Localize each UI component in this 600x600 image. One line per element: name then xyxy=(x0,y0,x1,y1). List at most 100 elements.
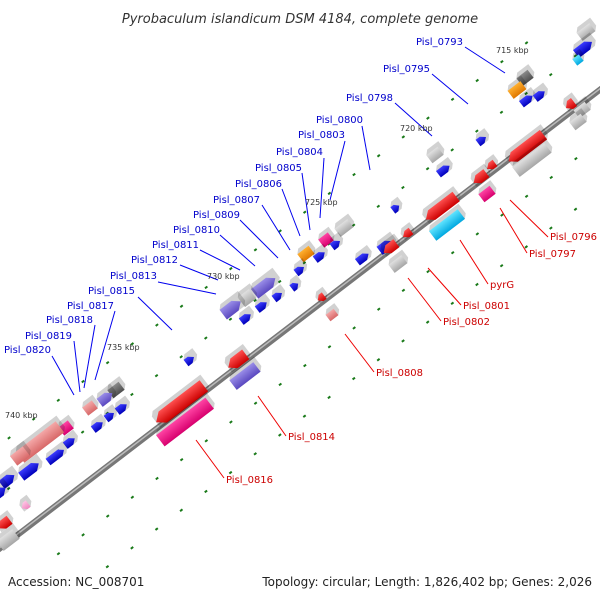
reverse-gene xyxy=(19,494,32,512)
gene-body xyxy=(403,227,414,238)
leader-line-forward xyxy=(51,355,75,396)
tick-mark xyxy=(524,91,528,96)
reverse-gene xyxy=(573,96,592,119)
forward-gene xyxy=(15,415,65,463)
tick-mark xyxy=(426,269,430,274)
gene-body xyxy=(566,97,578,109)
reverse-gene xyxy=(0,510,14,533)
gene-body xyxy=(21,500,31,510)
gene-label[interactable]: Pisl_0805 xyxy=(255,163,302,174)
tick-mark xyxy=(229,266,233,271)
forward-gene xyxy=(183,348,198,367)
gene-label[interactable]: Pisl_0801 xyxy=(463,301,510,312)
tick-mark xyxy=(352,326,356,330)
gene-label[interactable]: Pisl_0811 xyxy=(152,240,199,251)
tick-mark xyxy=(253,401,258,405)
tick-mark xyxy=(303,363,307,368)
forward-gene xyxy=(573,32,596,59)
gene-label[interactable]: Pisl_0813 xyxy=(110,271,157,282)
tick-mark xyxy=(426,116,430,120)
gene-label[interactable]: Pisl_0802 xyxy=(443,317,490,328)
tick-mark xyxy=(179,304,184,308)
tick-mark xyxy=(6,486,11,491)
tick-mark xyxy=(253,248,258,252)
forward-gene xyxy=(18,453,43,481)
forward-gene xyxy=(312,243,328,263)
gene-label[interactable]: pyrG xyxy=(490,280,514,291)
gene-body xyxy=(251,277,276,299)
gene-features xyxy=(0,17,597,551)
tick-mark xyxy=(401,339,405,343)
reverse-gene xyxy=(470,163,491,187)
tick-mark xyxy=(327,191,332,196)
gene-body xyxy=(532,91,545,102)
gene-body xyxy=(569,113,587,131)
gene-label[interactable]: Pisl_0819 xyxy=(25,331,72,342)
gene-body xyxy=(0,474,15,489)
forward-gene-labels: Pisl_0793 Pisl_0795 Pisl_0798 Pisl_0800 … xyxy=(4,37,463,356)
tick-mark xyxy=(524,245,529,249)
tick-mark xyxy=(179,355,183,359)
gene-label[interactable]: Pisl_0806 xyxy=(235,179,282,190)
scale-labels: 715 kbp 720 kbp 725 kbp 730 kbp 735 kbp … xyxy=(5,46,529,420)
backbone-highlight xyxy=(0,87,600,549)
gene-body xyxy=(293,266,304,277)
gene-body xyxy=(512,143,552,177)
tick-mark xyxy=(105,514,110,518)
forward-gene xyxy=(0,465,19,489)
forward-gene xyxy=(329,232,344,251)
gene-body xyxy=(390,204,400,214)
gene-label[interactable]: Pisl_0795 xyxy=(383,64,430,75)
gene-label[interactable]: Pisl_0818 xyxy=(46,315,93,326)
leader-line-reverse xyxy=(459,239,489,285)
leader-line-forward xyxy=(329,140,346,201)
reverse-gene xyxy=(151,374,209,428)
gene-label[interactable]: Pisl_0816 xyxy=(226,475,273,486)
forward-gene xyxy=(90,413,106,433)
tick-mark xyxy=(154,373,159,378)
gene-label[interactable]: Pisl_0800 xyxy=(316,115,363,126)
scale-label: 720 kbp xyxy=(400,124,433,133)
gene-label[interactable]: Pisl_0814 xyxy=(288,432,335,443)
tick-mark xyxy=(204,336,208,340)
gene-label[interactable]: Pisl_0803 xyxy=(298,130,345,141)
gene-label[interactable]: Pisl_0797 xyxy=(529,249,576,260)
gene-label[interactable]: Pisl_0810 xyxy=(173,225,220,236)
gene-label[interactable]: Pisl_0815 xyxy=(88,286,135,297)
accession-text: Accession: NC_008701 xyxy=(8,575,144,589)
gene-label[interactable]: Pisl_0809 xyxy=(193,210,240,221)
forward-gene xyxy=(82,394,99,416)
scale-label: 735 kbp xyxy=(107,343,140,352)
tick-mark xyxy=(499,110,504,114)
gene-label[interactable]: Pisl_0817 xyxy=(67,301,114,312)
gene-body xyxy=(318,232,334,248)
gene-label[interactable]: Pisl_0804 xyxy=(276,147,323,158)
forward-gene xyxy=(355,244,372,266)
gene-label[interactable]: Pisl_0820 xyxy=(4,345,51,356)
tick-mark xyxy=(401,135,406,139)
leader-line-forward xyxy=(199,249,241,271)
gene-label[interactable]: Pisl_0796 xyxy=(550,232,597,243)
forward-gene xyxy=(289,274,302,292)
forward-gene xyxy=(96,383,117,407)
tick-mark xyxy=(549,175,554,180)
gene-body xyxy=(426,146,444,164)
gene-body xyxy=(572,54,584,66)
gene-label[interactable]: Pisl_0807 xyxy=(213,195,260,206)
forward-gene xyxy=(334,213,355,237)
gene-label[interactable]: Pisl_0793 xyxy=(416,37,463,48)
tick-mark xyxy=(179,508,184,512)
gene-body xyxy=(289,282,299,292)
gene-label[interactable]: Pisl_0798 xyxy=(346,93,393,104)
forward-gene xyxy=(572,48,585,66)
gene-label[interactable]: Pisl_0808 xyxy=(376,368,423,379)
tick-mark xyxy=(253,452,258,456)
leader-line-forward xyxy=(239,219,279,259)
gene-label[interactable]: Pisl_0812 xyxy=(131,255,178,266)
leader-line-forward xyxy=(137,296,173,331)
gene-body xyxy=(0,529,20,551)
forward-gene xyxy=(297,240,316,263)
gene-body xyxy=(254,302,267,313)
reverse-gene xyxy=(512,137,553,177)
tick-mark xyxy=(155,323,159,327)
